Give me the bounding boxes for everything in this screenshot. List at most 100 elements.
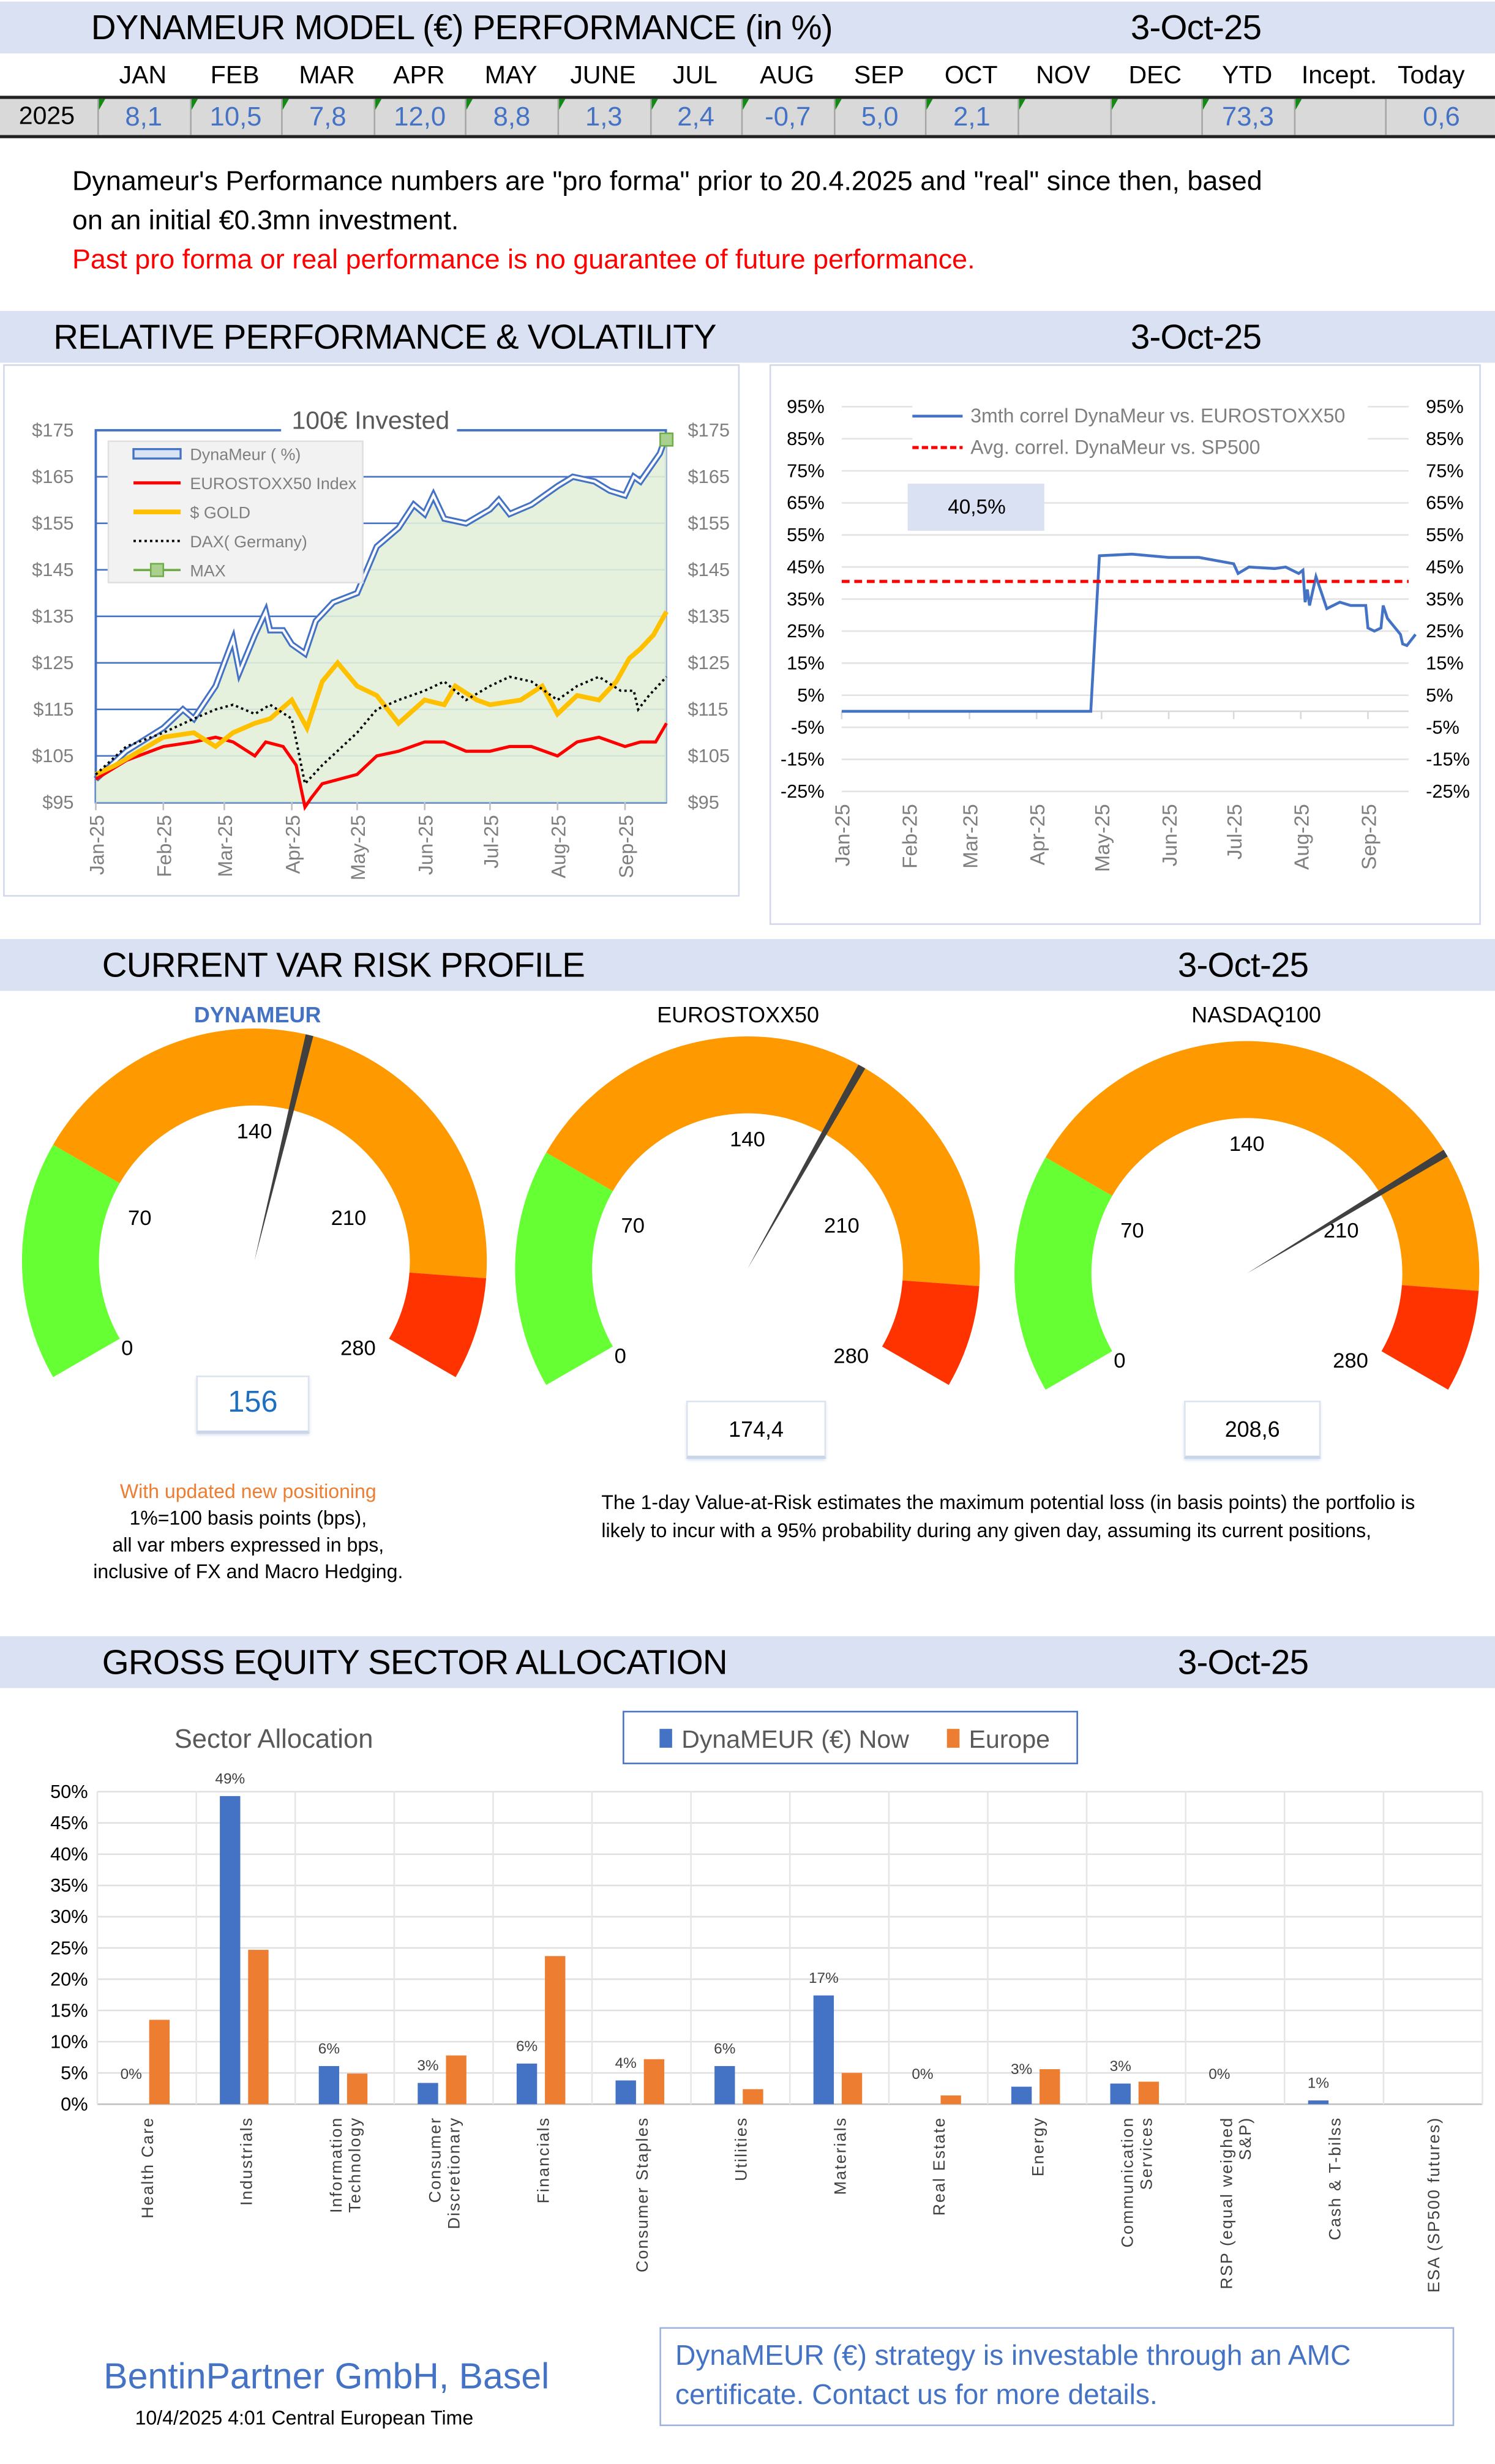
- y-tick-label: 15%: [50, 1999, 88, 2021]
- performance-value: 1,3: [585, 102, 623, 132]
- amc-line-2: certificate. Contact us for more details…: [675, 2379, 1158, 2411]
- column-header-may: MAY: [484, 62, 538, 90]
- x-tick-label: Aug-25: [1291, 804, 1314, 869]
- section-date: 3-Oct-25: [1177, 1642, 1309, 1682]
- category-label: ConsumerDiscretionary: [426, 2117, 463, 2230]
- y-tick-label-right: $95: [688, 792, 719, 813]
- performance-cell-sep: 5,0: [833, 99, 925, 135]
- bar-europe: [1040, 2069, 1060, 2105]
- x-tick-label: Mar-25: [214, 815, 236, 877]
- invested-chart-svg: $175 $175 $165 $165 $155 $155 $145 $145 $135 $135…: [32, 403, 730, 880]
- category-label: Real Estate: [930, 2117, 948, 2216]
- gauge-tick-label: 210: [331, 1207, 367, 1230]
- bar-dynameur: [615, 2080, 636, 2105]
- y-tick-label-right: $175: [688, 419, 730, 441]
- category-label-line: Real Estate: [930, 2117, 948, 2216]
- y-tick-label: 35%: [50, 1874, 88, 1896]
- y-tick-label-right: $105: [688, 745, 730, 766]
- bar-europe: [149, 2020, 170, 2105]
- y-tick-label-left: -15%: [781, 749, 825, 770]
- title-bg: [281, 403, 457, 435]
- column-header-jan: JAN: [119, 62, 167, 90]
- y-tick-label-right: 55%: [1426, 524, 1464, 545]
- x-tick-label: Sep-25: [1358, 804, 1381, 869]
- gauge-tick-label: 0: [1114, 1349, 1125, 1372]
- correlation-chart: 95% 95% 85% 85% 75% 75% 65% 65% 55% 55% 45% 45% 35% 3…: [769, 364, 1481, 925]
- bar-dynameur: [418, 2083, 438, 2105]
- year-label: 2025: [18, 103, 75, 130]
- performance-cell-apr: 12,0: [373, 99, 465, 135]
- var-note-line-3: inclusive of FX and Macro Hedging.: [93, 1560, 403, 1583]
- comment-indicator-icon: [651, 99, 658, 110]
- y-tick-label-right: 65%: [1426, 492, 1464, 514]
- var-note-positioning: With updated new positioning: [119, 1480, 377, 1503]
- gauge-tick-label: 280: [340, 1337, 376, 1360]
- category-label-line: Industrials: [238, 2117, 256, 2206]
- category-label-line: Technology: [346, 2117, 364, 2213]
- bar-data-label: 49%: [215, 1770, 245, 1787]
- column-header-apr: APR: [393, 62, 445, 90]
- category-label-line: Financials: [534, 2117, 553, 2204]
- var-description-line-1: The 1-day Value-at-Risk estimates the ma…: [601, 1491, 1415, 1514]
- sector-header: GROSS EQUITY SECTOR ALLOCATION 3-Oct-25: [0, 1636, 1495, 1688]
- y-tick-label-right: 5%: [1426, 684, 1453, 706]
- bar-europe: [545, 1956, 566, 2105]
- dynameur-area: [96, 435, 667, 803]
- bar-data-label: 6%: [714, 2040, 735, 2057]
- bar-europe: [446, 2055, 466, 2105]
- comment-indicator-icon: [1019, 99, 1026, 110]
- y-tick-label: 25%: [50, 1937, 88, 1958]
- y-tick-label-left: $155: [32, 512, 73, 534]
- correlation-chart-svg: 95% 95% 85% 85% 75% 75% 65% 65% 55% 55% 45% 45% 35% 3…: [781, 396, 1470, 872]
- category-label: Materials: [831, 2117, 849, 2195]
- x-tick-label: Feb-25: [899, 804, 921, 869]
- y-tick-label: 50%: [50, 1781, 88, 1802]
- y-tick-label-left: 35%: [787, 588, 825, 610]
- gauge-tick-label: 140: [237, 1120, 272, 1144]
- performance-cell-june: 1,3: [557, 99, 649, 135]
- column-header-oct: OCT: [944, 62, 998, 90]
- category-label: Health Care: [138, 2117, 157, 2219]
- y-tick-label-right: $165: [688, 466, 730, 487]
- y-tick-label-left: $105: [32, 745, 73, 766]
- category-label: RSP (equal weighedS&P): [1217, 2117, 1254, 2290]
- x-tick-label: May-25: [1092, 804, 1114, 872]
- dax-line: [95, 675, 668, 787]
- gauge-tick-label: 0: [121, 1337, 133, 1360]
- category-label-line: Communication: [1118, 2117, 1137, 2248]
- legend-marker-max: [149, 563, 165, 577]
- bar-data-label: 3%: [417, 2058, 438, 2074]
- category-label-line: Consumer: [426, 2117, 444, 2203]
- category-label: Consumer Staples: [633, 2117, 651, 2272]
- performance-value: 12,0: [394, 102, 446, 132]
- column-header-jul: JUL: [672, 62, 718, 90]
- y-tick-label-left: $135: [32, 605, 73, 627]
- bar-europe: [841, 2073, 863, 2105]
- gauge-needle: [254, 1034, 313, 1261]
- performance-cell-may: 8,8: [465, 99, 556, 135]
- y-tick-label-right: $155: [688, 512, 730, 534]
- y-tick-label-right: -15%: [1426, 749, 1470, 770]
- performance-cell-feb: 10,5: [189, 99, 280, 135]
- section-title: CURRENT VAR RISK PROFILE: [102, 945, 585, 985]
- y-tick-label-right: 45%: [1426, 556, 1464, 577]
- gauge-tick-label: 280: [1333, 1349, 1368, 1372]
- gauge-value-eurostoxx50: 174,4: [686, 1401, 826, 1459]
- var-header: CURRENT VAR RISK PROFILE 3-Oct-25: [0, 938, 1495, 991]
- category-label-line: Energy: [1029, 2117, 1047, 2177]
- annotation-box: [907, 484, 1044, 531]
- y-tick-label-left: -5%: [791, 716, 825, 738]
- y-tick-label-right: 75%: [1426, 460, 1464, 481]
- disclaimer-line-2: on an initial €0.3mn investment.: [72, 204, 459, 236]
- performance-value: 2,1: [953, 102, 991, 132]
- category-label-line: Materials: [831, 2117, 849, 2195]
- column-header-dec: DEC: [1128, 62, 1182, 90]
- legend-label-max: MAX: [190, 561, 225, 580]
- gauge-tick-label: 70: [1120, 1219, 1144, 1242]
- category-label: InformationTechnology: [327, 2117, 364, 2213]
- x-tick-label: Jan-25: [86, 815, 108, 875]
- performance-cell-ytd: 73,3: [1201, 99, 1293, 135]
- chart-title: Sector Allocation: [174, 1724, 373, 1754]
- y-tick-label: 10%: [50, 2031, 88, 2052]
- bar-dynameur: [318, 2065, 340, 2105]
